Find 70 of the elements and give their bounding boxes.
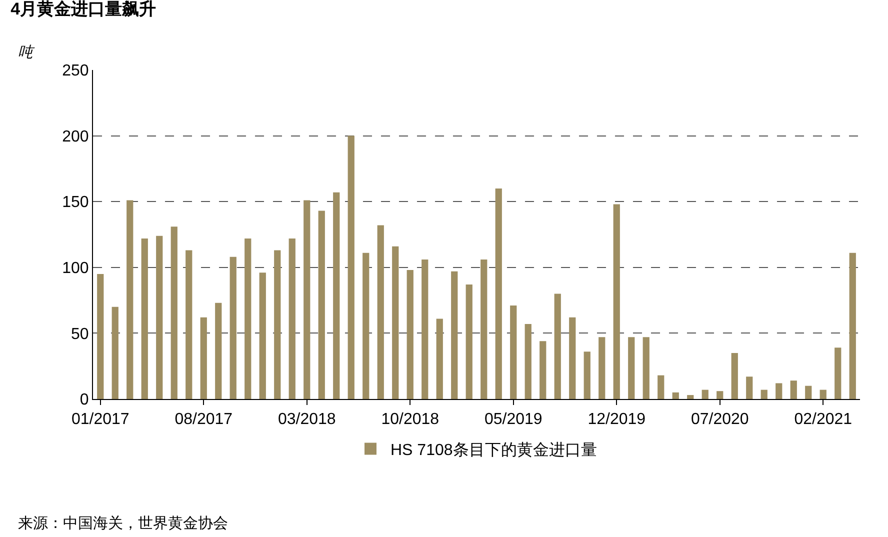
x-tick-label: 10/2018 (381, 411, 440, 428)
bar (820, 390, 826, 399)
x-tick-label: 03/2018 (278, 411, 336, 428)
bar (406, 270, 414, 399)
bar (126, 200, 134, 399)
legend-label: HS 7108条目下的黄金进口量 (390, 441, 597, 460)
bar (377, 225, 384, 399)
bar (244, 238, 252, 399)
bar (805, 386, 812, 399)
bar (141, 238, 148, 399)
bar (259, 272, 266, 399)
x-tick-label: 05/2019 (484, 411, 542, 428)
bar (598, 337, 606, 399)
bar (215, 302, 222, 399)
x-tick-label: 07/2020 (690, 411, 749, 428)
y-tick-label: 150 (62, 194, 89, 212)
bar (702, 390, 708, 399)
y-tick-label: 0 (80, 392, 89, 409)
bar (97, 274, 104, 399)
bar (186, 250, 192, 399)
bar (731, 352, 738, 399)
y-tick-label: 200 (62, 128, 89, 146)
bar (540, 341, 546, 399)
bar (790, 380, 797, 399)
bar (436, 318, 443, 399)
bar (348, 136, 354, 399)
y-tick-label: 50 (71, 326, 89, 343)
bar (687, 395, 694, 399)
y-axis-title: 吨 (18, 44, 35, 61)
bar (451, 271, 458, 399)
bar (569, 317, 576, 399)
bar (333, 192, 340, 399)
bar (362, 252, 370, 399)
chart-title: 4月黄金进口量飙升 (10, 0, 156, 19)
x-tick-label: 01/2017 (71, 411, 130, 428)
bar (746, 376, 753, 399)
bar (716, 391, 724, 399)
x-tick-label: 08/2017 (174, 411, 233, 428)
bar (613, 204, 620, 399)
bar (200, 317, 207, 399)
bar (288, 238, 296, 399)
bar (510, 306, 517, 399)
bar (834, 348, 842, 399)
bar (230, 256, 236, 399)
bar (466, 284, 472, 399)
bar (524, 324, 532, 399)
bar (672, 392, 679, 399)
bar (318, 210, 325, 399)
bar (392, 246, 399, 399)
bar (274, 250, 281, 399)
bar (304, 200, 310, 399)
bar (584, 352, 590, 399)
source-note: 来源：中国海关，世界黄金协会 (18, 515, 228, 532)
bar (170, 226, 178, 399)
bar (495, 188, 502, 399)
y-tick-label: 100 (62, 260, 89, 277)
bar (628, 337, 635, 399)
bar (658, 375, 664, 399)
bar (422, 260, 428, 399)
bar (776, 383, 782, 399)
x-tick-label: 02/2021 (794, 411, 852, 428)
bar (642, 337, 650, 399)
y-tick-label: 250 (62, 62, 89, 80)
bar (156, 236, 163, 399)
bar (554, 294, 561, 399)
bar (849, 252, 856, 399)
bar (112, 306, 118, 399)
bar (480, 260, 488, 399)
x-tick-label: 12/2019 (588, 411, 646, 428)
bar (760, 390, 768, 399)
